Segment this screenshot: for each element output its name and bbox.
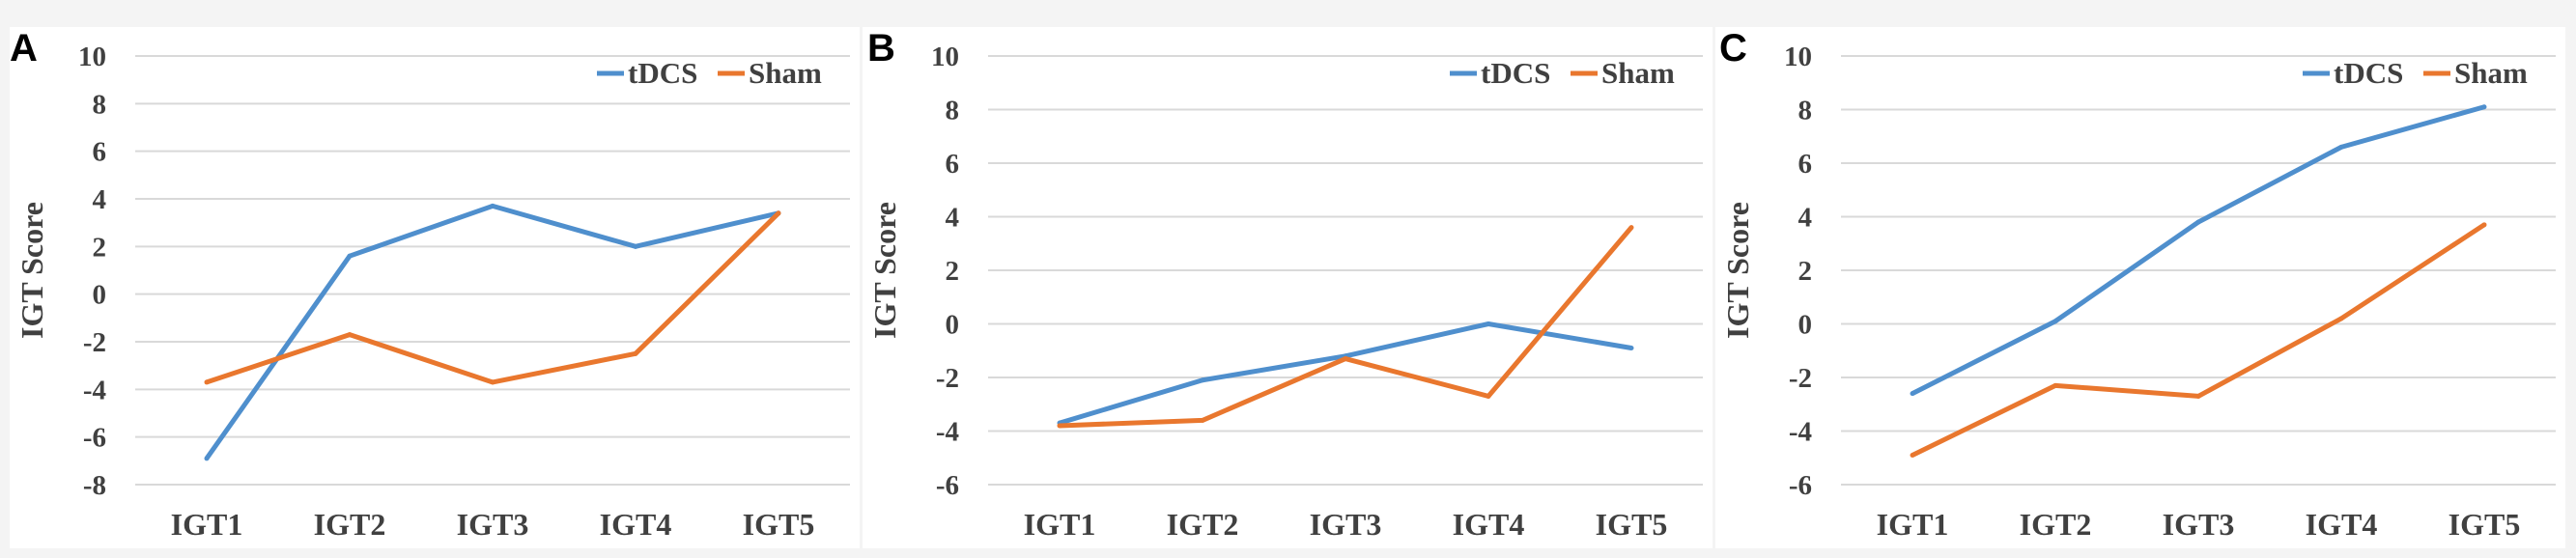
data-point-sham [2481,222,2487,228]
legend-label-tdcs: tDCS [2334,56,2403,90]
series-line-sham [206,211,780,385]
x-tick-label: IGT5 [1596,507,1668,542]
y-tick-label: 6 [93,137,107,168]
y-axis-title: IGT Score [867,202,902,339]
legend: tDCS Sham [1450,56,1675,90]
y-tick-label: -2 [936,363,959,394]
y-tick-label: -8 [83,470,106,501]
y-tick-label: -4 [1789,417,1812,448]
x-tick-label: IGT1 [1877,507,1949,542]
y-axis-title: IGT Score [1720,202,1755,339]
y-tick-label: 10 [1784,42,1812,72]
x-tick-label: IGT4 [600,507,672,542]
y-tick-label: -6 [83,423,106,454]
data-point-sham [2338,316,2344,321]
y-axis-title: IGT Score [14,202,49,339]
chart-panel-b: 10 8 6 4 2 0 -2 -4 -6 IGT1 IGT2 IGT3 IGT4 IGT5 IGT Sco… [863,27,1713,548]
chart-svg: 10 8 6 4 2 0 -2 -4 -6 IGT1 IGT2 IGT3 IGT4 IGT5 IGT Sco… [1720,42,2556,542]
y-tick-label: -6 [936,470,959,501]
y-tick-label: 10 [78,42,106,72]
data-point-sham [776,210,781,216]
data-point-sham [1343,356,1348,362]
chart-svg: 10 8 6 4 2 0 -2 -4 -6 IGT1 IGT2 IGT3 IGT4 IGT5 IGT Sco… [867,42,1703,542]
y-tick-label: -2 [1789,363,1812,394]
data-point-tdcs [347,253,353,259]
data-point-sham [1486,393,1491,399]
y-tick-label: -6 [1789,470,1812,501]
data-point-tdcs [1628,345,1634,350]
data-point-tdcs [490,203,495,209]
data-point-tdcs [1486,321,1491,326]
data-point-sham [1910,452,1915,458]
x-tick-label: IGT4 [1453,507,1525,542]
y-tick-label: 8 [1798,96,1813,126]
y-tick-label: 0 [1798,310,1813,341]
y-tick-label: 0 [93,280,107,311]
data-point-sham [490,379,495,385]
y-tick-label: 4 [1798,203,1813,234]
y-tick-label: -2 [83,327,106,358]
data-point-sham [2052,382,2058,388]
data-point-sham [2195,393,2201,399]
panel-label-b: B [867,27,895,70]
chart-panel-c: 10 8 6 4 2 0 -2 -4 -6 IGT1 IGT2 IGT3 IGT4 IGT5 IGT Sco… [1715,27,2565,548]
x-tick-label: IGT5 [743,507,815,542]
y-tick-label: 10 [931,42,959,72]
series-line-tdcs [204,203,779,460]
y-tick-label: 2 [946,256,960,287]
legend-label-sham: Sham [1601,56,1675,90]
data-point-tdcs [2052,319,2058,324]
data-point-sham [347,332,353,338]
legend: tDCS Sham [2303,56,2528,90]
x-tick-label: IGT2 [2020,507,2092,542]
data-point-tdcs [204,456,210,461]
y-tick-label: 8 [946,96,960,126]
y-tick-label: 4 [946,203,960,234]
series-line-sham [1911,222,2486,458]
legend: tDCS Sham [597,56,822,90]
data-point-tdcs [1200,377,1205,383]
y-tick-label: 6 [1798,149,1813,180]
y-tick-label: 4 [93,184,107,215]
legend-label-tdcs: tDCS [1481,56,1550,90]
legend-label-sham: Sham [2454,56,2528,90]
panel-label-a: A [10,27,38,70]
data-point-tdcs [2195,219,2201,225]
data-point-tdcs [633,243,638,249]
y-tick-label: 2 [1798,256,1813,287]
y-tick-label: 0 [946,310,960,341]
y-tick-label: -4 [83,375,106,405]
panel-label-c: C [1719,27,1747,70]
data-point-tdcs [1910,391,1915,397]
y-tick-label: 2 [93,232,107,263]
x-tick-label: IGT3 [2163,507,2235,542]
y-tick-label: 8 [93,89,107,120]
data-point-sham [204,379,210,385]
data-point-sham [1057,423,1062,429]
y-tick-label: -4 [936,417,959,448]
y-tick-label: 6 [946,149,960,180]
x-tick-label: IGT3 [457,507,529,542]
legend-label-sham: Sham [749,56,822,90]
data-point-sham [1200,417,1205,423]
series-line-tdcs [1059,321,1632,426]
data-point-sham [1628,225,1634,231]
chart-panel-a: 10 8 6 4 2 0 -2 -4 -6 -8 IGT1 IGT2 IGT3 IGT4 IGT5 IGT S… [10,27,860,548]
x-tick-label: IGT5 [2449,507,2521,542]
x-tick-label: IGT2 [314,507,386,542]
x-tick-label: IGT1 [171,507,243,542]
data-point-sham [633,350,638,356]
data-point-tdcs [2481,104,2487,110]
legend-label-tdcs: tDCS [628,56,697,90]
chart-svg: 10 8 6 4 2 0 -2 -4 -6 -8 IGT1 IGT2 IGT3 IGT4 IGT5 IGT S… [14,42,850,542]
series-line-tdcs [1911,104,2485,396]
x-tick-label: IGT4 [2306,507,2378,542]
x-tick-label: IGT2 [1167,507,1239,542]
x-tick-label: IGT1 [1024,507,1096,542]
data-point-tdcs [2338,144,2344,150]
x-tick-label: IGT3 [1310,507,1382,542]
